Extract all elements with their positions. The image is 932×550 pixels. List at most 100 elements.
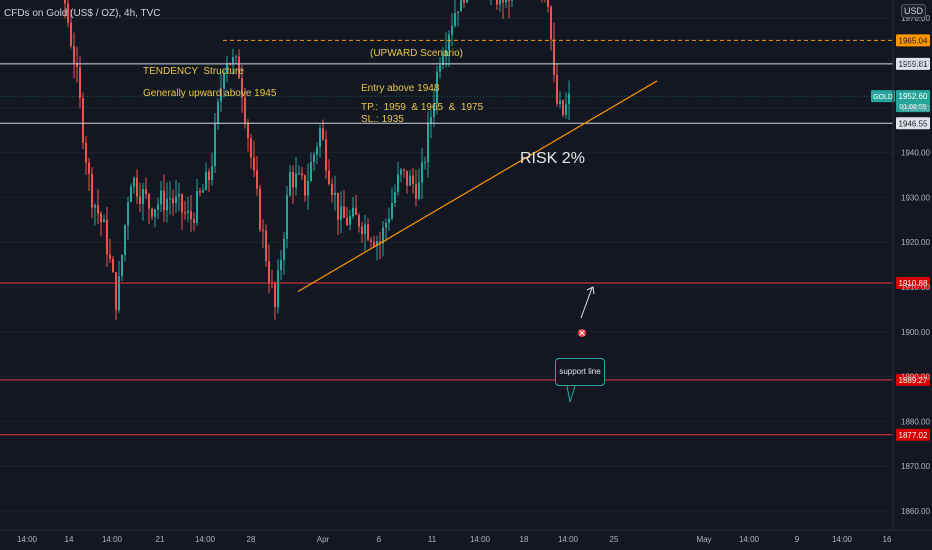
time-tick-label: 21 xyxy=(156,535,165,544)
candle-body xyxy=(109,254,111,259)
time-tick-label: 14:00 xyxy=(558,535,579,544)
candle-body xyxy=(82,98,84,143)
callout-pointer xyxy=(566,385,576,403)
candle-body xyxy=(568,93,570,105)
candle-body xyxy=(328,170,330,184)
candle-body xyxy=(316,146,318,155)
candle-body xyxy=(196,190,198,223)
candle-body xyxy=(448,34,450,50)
time-tick-label: 11 xyxy=(428,535,437,544)
price-tick-label: 1920.00 xyxy=(901,238,930,247)
candle-body xyxy=(562,100,564,115)
candle-body xyxy=(376,241,378,246)
level-tag-label: 1965.04 xyxy=(899,36,928,45)
candle-body xyxy=(355,207,357,215)
time-tick-label: 14:00 xyxy=(17,535,38,544)
support-trend-line xyxy=(297,80,658,292)
current-price-label: 1952.60 xyxy=(899,92,928,101)
time-tick-label: Apr xyxy=(317,535,330,544)
candle-body xyxy=(364,224,366,234)
candle-body xyxy=(166,198,168,211)
level-tag-label: 1959.81 xyxy=(899,60,928,69)
candle-body xyxy=(244,97,246,124)
candle-body xyxy=(301,173,303,176)
candle-body xyxy=(370,239,372,242)
candle-body xyxy=(160,190,162,205)
candle-body xyxy=(415,183,417,199)
candles-layer xyxy=(64,0,570,320)
currency-badge[interactable]: USD xyxy=(900,4,926,18)
candle-body xyxy=(175,196,177,204)
candle-body xyxy=(313,154,315,163)
candle-body xyxy=(262,229,264,231)
candle-body xyxy=(424,162,426,164)
time-axis[interactable]: 14:00 14 14:00 21 14:00 28 Apr 6 11 14:00 18 14:00 2… xyxy=(0,529,932,544)
candle-body xyxy=(286,195,288,239)
candle-body xyxy=(322,128,324,140)
price-tick-label: 1890.00 xyxy=(901,373,930,382)
candle-body xyxy=(409,175,411,186)
candle-body xyxy=(115,272,117,311)
candle-body xyxy=(205,171,207,190)
countdown-label: 01:08:55 xyxy=(899,104,926,111)
candle-body xyxy=(127,202,129,226)
candle-body xyxy=(163,190,165,211)
candle-body xyxy=(259,188,261,230)
candle-body xyxy=(382,227,384,244)
candle-body xyxy=(385,222,387,228)
candle-body xyxy=(76,63,78,68)
candle-body xyxy=(139,196,141,204)
candle-body xyxy=(397,174,399,192)
candle-body xyxy=(79,67,81,99)
candle-body xyxy=(193,219,195,223)
candle-body xyxy=(319,128,321,147)
candle-body xyxy=(352,207,354,217)
price-tick-label: 1870.00 xyxy=(901,462,930,471)
candle-body xyxy=(169,198,171,200)
candle-body xyxy=(94,204,96,208)
candle-body xyxy=(466,0,468,3)
time-tick-label: 6 xyxy=(377,535,382,544)
candle-body xyxy=(379,241,381,244)
time-tick-label: 16 xyxy=(883,535,892,544)
price-tick-label: 1910.00 xyxy=(901,283,930,292)
candle-body xyxy=(73,46,75,64)
candle-body xyxy=(226,63,228,74)
level-tag xyxy=(896,373,930,386)
level-tag xyxy=(896,57,930,70)
candle-body xyxy=(178,194,180,197)
candle-body xyxy=(406,170,408,186)
level-tag xyxy=(896,34,930,47)
candle-body xyxy=(433,103,435,117)
time-tick-label: 14 xyxy=(65,535,74,544)
candle-body xyxy=(277,270,279,308)
risk-label: RISK 2% xyxy=(520,150,585,167)
candle-body xyxy=(442,56,444,66)
price-axis[interactable]: 1860.00 1870.00 1880.00 1890.00 1900.00 1910.… xyxy=(892,0,930,530)
price-tick-label: 1860.00 xyxy=(901,507,930,516)
stop-marker-cross xyxy=(579,330,585,336)
candle-body xyxy=(280,260,282,271)
candle-body xyxy=(187,210,189,213)
candle-body xyxy=(358,214,360,227)
sl-label: SL.: 1935 xyxy=(361,114,404,125)
level-tag-label: 1946.55 xyxy=(899,119,928,128)
time-tick-label: 14:00 xyxy=(832,535,853,544)
candle-body xyxy=(391,202,393,219)
candle-body xyxy=(400,169,402,175)
candle-body xyxy=(67,3,69,23)
candle-body xyxy=(238,56,240,79)
candle-body xyxy=(184,212,186,214)
candle-body xyxy=(565,104,567,115)
scenario-label: (UPWARD Scenario) xyxy=(370,48,463,59)
candle-body xyxy=(91,173,93,208)
candle-body xyxy=(199,190,201,193)
candle-body xyxy=(64,0,66,4)
candle-body xyxy=(559,100,561,104)
candle-body xyxy=(325,139,327,171)
price-tick-label: 1930.00 xyxy=(901,193,930,202)
candle-body xyxy=(418,182,420,199)
candle-body xyxy=(427,123,429,163)
candle-body xyxy=(265,230,267,261)
